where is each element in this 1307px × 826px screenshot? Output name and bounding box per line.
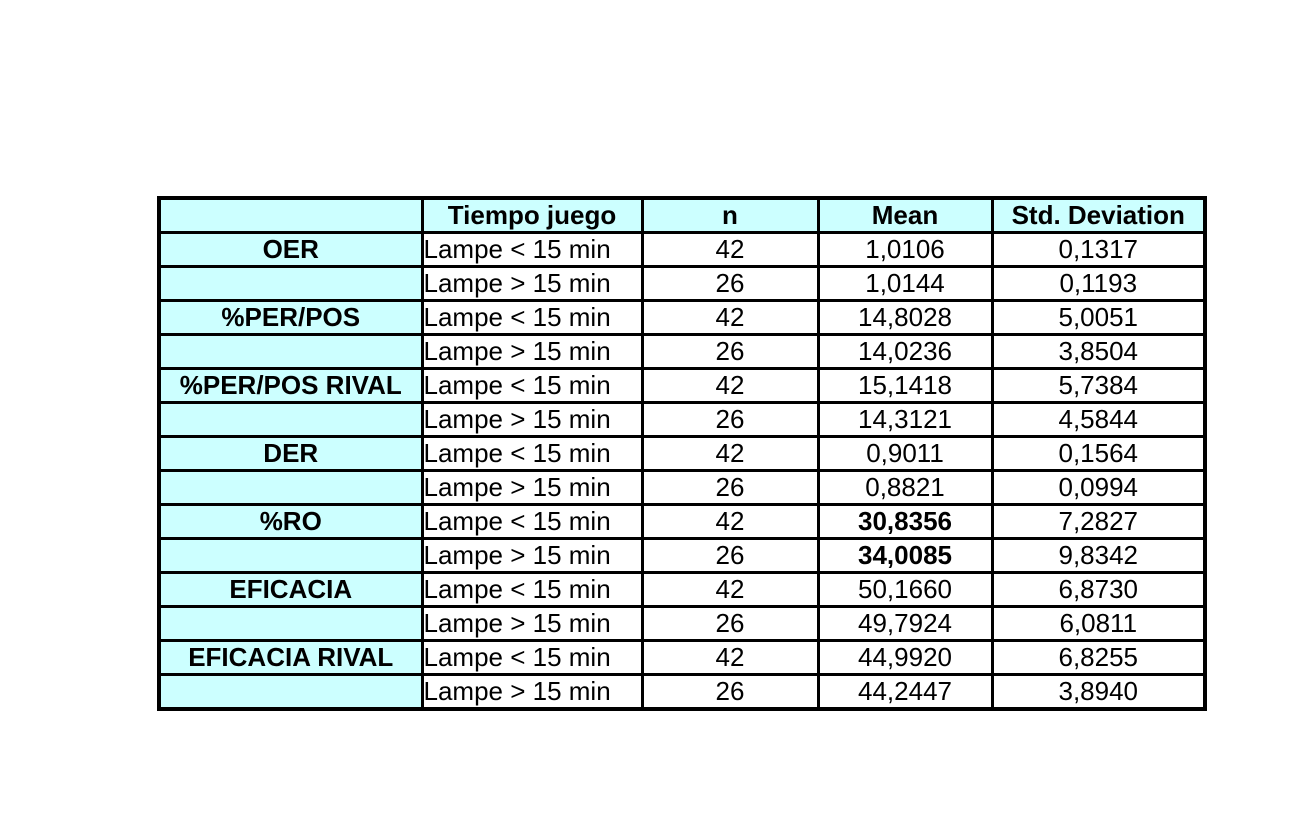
std-cell: 4,5844 — [990, 401, 1207, 438]
tiempo-cell: Lampe < 15 min — [420, 503, 644, 540]
n-cell: 42 — [640, 367, 820, 404]
table-row: %RO Lampe < 15 min 42 30,8356 7,2827 — [157, 503, 1207, 540]
row-label-cell: EFICACIA RIVAL — [157, 639, 424, 676]
tiempo-cell: Lampe < 15 min — [420, 639, 644, 676]
table-row: Lampe > 15 min 26 34,0085 9,8342 — [157, 537, 1207, 574]
table-row: %PER/POS Lampe < 15 min 42 14,8028 5,005… — [157, 299, 1207, 336]
table-row: OER Lampe < 15 min 42 1,0106 0,1317 — [157, 231, 1207, 268]
tiempo-cell: Lampe < 15 min — [420, 299, 644, 336]
n-cell: 26 — [640, 265, 820, 302]
tiempo-cell: Lampe > 15 min — [420, 537, 644, 574]
n-cell: 26 — [640, 401, 820, 438]
n-cell: 42 — [640, 231, 820, 268]
n-cell: 26 — [640, 537, 820, 574]
n-cell: 26 — [640, 469, 820, 506]
tiempo-cell: Lampe < 15 min — [420, 367, 644, 404]
std-cell: 3,8504 — [990, 333, 1207, 370]
std-cell: 5,0051 — [990, 299, 1207, 336]
mean-cell: 14,3121 — [816, 401, 994, 438]
mean-cell: 0,9011 — [816, 435, 994, 472]
header-empty-cell — [157, 196, 424, 234]
tiempo-cell: Lampe > 15 min — [420, 673, 644, 711]
std-cell: 6,8255 — [990, 639, 1207, 676]
row-label-cell: %RO — [157, 503, 424, 540]
row-label-cell: %PER/POS RIVAL — [157, 367, 424, 404]
mean-cell: 34,0085 — [816, 537, 994, 574]
table-row: EFICACIA Lampe < 15 min 42 50,1660 6,873… — [157, 571, 1207, 608]
mean-cell: 30,8356 — [816, 503, 994, 540]
row-label-cell — [157, 537, 424, 574]
row-label-cell: DER — [157, 435, 424, 472]
n-cell: 42 — [640, 571, 820, 608]
std-cell: 0,1193 — [990, 265, 1207, 302]
mean-cell: 49,7924 — [816, 605, 994, 642]
table-row: DER Lampe < 15 min 42 0,9011 0,1564 — [157, 435, 1207, 472]
row-label-cell: EFICACIA — [157, 571, 424, 608]
mean-cell: 1,0144 — [816, 265, 994, 302]
std-cell: 6,8730 — [990, 571, 1207, 608]
mean-cell: 14,8028 — [816, 299, 994, 336]
std-cell: 9,8342 — [990, 537, 1207, 574]
std-cell: 5,7384 — [990, 367, 1207, 404]
n-cell: 26 — [640, 605, 820, 642]
tiempo-cell: Lampe > 15 min — [420, 265, 644, 302]
table-row: %PER/POS RIVAL Lampe < 15 min 42 15,1418… — [157, 367, 1207, 404]
tiempo-cell: Lampe < 15 min — [420, 435, 644, 472]
row-label-cell — [157, 333, 424, 370]
tiempo-cell: Lampe > 15 min — [420, 333, 644, 370]
tiempo-cell: Lampe < 15 min — [420, 571, 644, 608]
table-row: Lampe > 15 min 26 49,7924 6,0811 — [157, 605, 1207, 642]
table-row: Lampe > 15 min 26 14,3121 4,5844 — [157, 401, 1207, 438]
mean-cell: 15,1418 — [816, 367, 994, 404]
tiempo-cell: Lampe > 15 min — [420, 605, 644, 642]
std-cell: 0,1564 — [990, 435, 1207, 472]
std-cell: 6,0811 — [990, 605, 1207, 642]
n-cell: 26 — [640, 673, 820, 711]
row-label-cell — [157, 605, 424, 642]
mean-cell: 1,0106 — [816, 231, 994, 268]
mean-cell: 14,0236 — [816, 333, 994, 370]
std-cell: 0,0994 — [990, 469, 1207, 506]
std-cell: 3,8940 — [990, 673, 1207, 711]
n-cell: 42 — [640, 435, 820, 472]
n-cell: 42 — [640, 639, 820, 676]
n-cell: 42 — [640, 299, 820, 336]
std-cell: 7,2827 — [990, 503, 1207, 540]
mean-cell: 0,8821 — [816, 469, 994, 506]
table-row: Lampe > 15 min 26 0,8821 0,0994 — [157, 469, 1207, 506]
header-n: n — [640, 196, 820, 234]
table-row: Lampe > 15 min 26 44,2447 3,8940 — [157, 673, 1207, 711]
table-row: Lampe > 15 min 26 1,0144 0,1193 — [157, 265, 1207, 302]
header-mean: Mean — [816, 196, 994, 234]
tiempo-cell: Lampe < 15 min — [420, 231, 644, 268]
row-label-cell — [157, 401, 424, 438]
tiempo-cell: Lampe > 15 min — [420, 469, 644, 506]
mean-cell: 50,1660 — [816, 571, 994, 608]
header-tiempo-juego: Tiempo juego — [420, 196, 644, 234]
n-cell: 26 — [640, 333, 820, 370]
row-label-cell: %PER/POS — [157, 299, 424, 336]
header-row: Tiempo juego n Mean Std. Deviation — [157, 196, 1207, 234]
header-std-deviation: Std. Deviation — [990, 196, 1207, 234]
n-cell: 42 — [640, 503, 820, 540]
row-label-cell — [157, 469, 424, 506]
tiempo-cell: Lampe > 15 min — [420, 401, 644, 438]
row-label-cell — [157, 673, 424, 711]
table-row: EFICACIA RIVAL Lampe < 15 min 42 44,9920… — [157, 639, 1207, 676]
row-label-cell — [157, 265, 424, 302]
row-label-cell: OER — [157, 231, 424, 268]
statistics-table: Tiempo juego n Mean Std. Deviation OER L… — [157, 196, 1207, 711]
mean-cell: 44,2447 — [816, 673, 994, 711]
mean-cell: 44,9920 — [816, 639, 994, 676]
table-row: Lampe > 15 min 26 14,0236 3,8504 — [157, 333, 1207, 370]
std-cell: 0,1317 — [990, 231, 1207, 268]
